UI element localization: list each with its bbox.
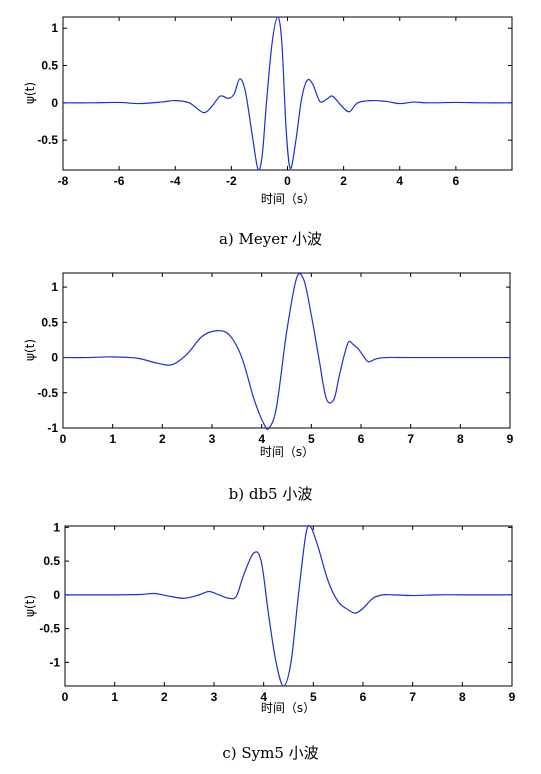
x-tick-label: 2	[340, 174, 347, 188]
chart-meyer: 1 0.5 0 -0.5 -8 -6 -4 -2 0 2 4 6 时间（s） ψ(t)	[23, 16, 513, 206]
x-tick-label: 9	[509, 690, 516, 704]
x-tick-label: 4	[396, 174, 403, 188]
x-tick-label: 6	[453, 174, 460, 188]
y-tick-label: -1	[47, 421, 58, 435]
x-tick-label: 7	[407, 432, 414, 446]
y-tick-label: 0	[53, 588, 60, 602]
x-tick-label: 5	[308, 432, 315, 446]
x-tick-label: 1	[109, 432, 116, 446]
wavelet-curve	[62, 273, 510, 431]
wavelet-curve	[62, 16, 513, 171]
caption-sym5: c) Sym5 小波	[222, 744, 319, 762]
y-axis-label: ψ(t)	[23, 82, 37, 104]
wavelet-curve	[65, 524, 512, 687]
y-axis-label: ψ(t)	[23, 339, 37, 361]
x-tick-label: 4	[258, 432, 265, 446]
x-axis-label: 时间（s）	[260, 445, 314, 459]
y-tick-label: 1	[51, 280, 58, 294]
x-tick-label: 6	[358, 432, 365, 446]
caption-db5: b) db5 小波	[228, 485, 313, 503]
y-tick-label: 0	[51, 96, 58, 110]
x-tick-label: 3	[211, 690, 218, 704]
x-tick-label: 0	[62, 690, 69, 704]
x-axis-label: 时间（s）	[261, 192, 315, 206]
y-tick-label: -1	[49, 655, 60, 669]
y-axis-label: ψ(t)	[23, 595, 37, 617]
x-tick-label: 2	[159, 432, 166, 446]
x-tick-label: 0	[284, 174, 291, 188]
y-tick-label: 1	[51, 21, 58, 35]
x-tick-label: 7	[409, 690, 416, 704]
y-ticks: 1 0.5 0 -0.5 -1	[39, 520, 512, 669]
x-ticks: 0 1 2 3 4 5 6 7 8 9	[60, 273, 514, 446]
y-ticks: 1 0.5 0 -0.5 -1	[37, 280, 510, 435]
plot-frame	[62, 272, 511, 429]
x-tick-label: 9	[507, 432, 514, 446]
plot-frame	[64, 525, 513, 687]
x-tick-label: -8	[58, 174, 69, 188]
y-tick-label: 1	[53, 520, 60, 534]
y-tick-label: 0.5	[41, 315, 58, 329]
x-tick-label: -6	[114, 174, 125, 188]
y-tick-label: -0.5	[39, 622, 60, 636]
x-axis-label: 时间（s）	[261, 701, 315, 715]
x-tick-label: 3	[209, 432, 216, 446]
x-tick-label: 0	[60, 432, 67, 446]
x-tick-label: -2	[226, 174, 237, 188]
x-tick-label: 1	[111, 690, 118, 704]
x-ticks: 0 1 2 3 4 5 6 7 8 9	[62, 526, 516, 704]
y-tick-label: 0.5	[43, 554, 60, 568]
chart-sym5: 1 0.5 0 -0.5 -1 0 1 2 3 4 5 6 7 8 9 时间（s） ψ(t)	[23, 520, 516, 715]
y-tick-label: -0.5	[37, 133, 58, 147]
x-ticks: -8 -6 -4 -2 0 2 4 6	[58, 17, 460, 188]
y-tick-label: 0	[51, 351, 58, 365]
x-tick-label: 4	[260, 690, 267, 704]
caption-meyer: a) Meyer 小波	[218, 230, 323, 248]
x-tick-label: 5	[310, 690, 317, 704]
x-tick-label: 8	[459, 690, 466, 704]
y-tick-label: 0.5	[41, 59, 58, 73]
x-tick-label: -4	[170, 174, 181, 188]
x-tick-label: 2	[161, 690, 168, 704]
chart-db5: 1 0.5 0 -0.5 -1 0 1 2 3 4 5 6 7 8 9 时间（s） ψ(t)	[23, 272, 514, 459]
y-tick-label: -0.5	[37, 386, 58, 400]
x-tick-label: 6	[360, 690, 367, 704]
x-tick-label: 8	[457, 432, 464, 446]
